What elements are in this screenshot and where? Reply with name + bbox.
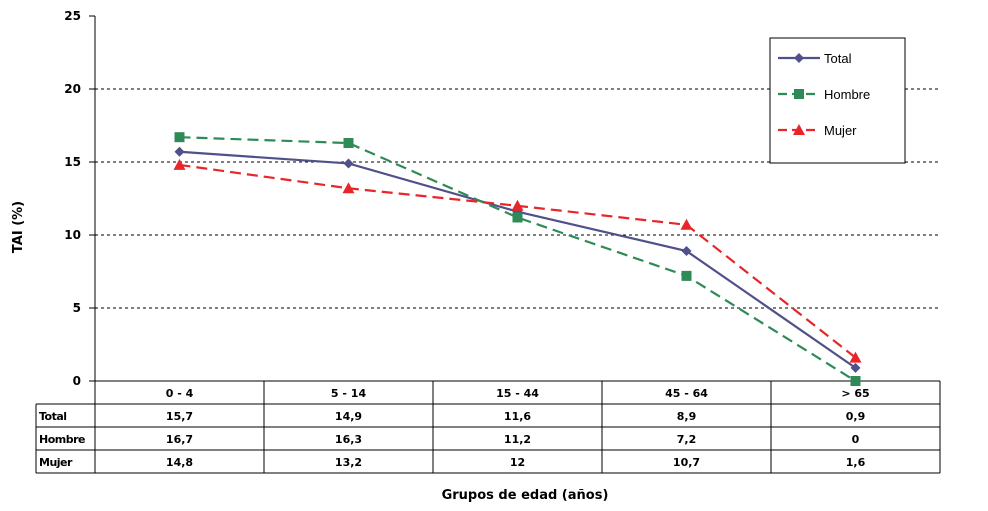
series-line-hombre bbox=[179, 136, 857, 382]
data-table: 0 - 4 5 - 14 15 - 44 45 - 64 > 65 Total 15,7 14… bbox=[35, 381, 941, 474]
table-cell: 16,3 bbox=[335, 433, 362, 446]
legend-label-mujer: Mujer bbox=[824, 123, 857, 138]
x-category-label: 5 - 14 bbox=[331, 387, 367, 400]
legend-label-hombre: Hombre bbox=[824, 87, 870, 102]
table-cell: 11,6 bbox=[504, 410, 531, 423]
x-axis-label: Grupos de edad (años) bbox=[442, 488, 609, 503]
data-point-mujer bbox=[173, 158, 186, 170]
data-point-mujer bbox=[342, 182, 355, 194]
data-point-hombre bbox=[343, 138, 354, 149]
table-cell: 14,9 bbox=[335, 410, 362, 423]
legend-marker-total bbox=[794, 53, 804, 63]
table-cell: 0 bbox=[852, 433, 860, 446]
y-tick-label: 10 bbox=[64, 228, 81, 242]
data-point-mujer bbox=[680, 218, 693, 230]
y-tick-labels: 0 5 10 15 20 25 bbox=[64, 9, 81, 388]
data-point-total bbox=[343, 158, 354, 169]
table-cell: 15,7 bbox=[166, 410, 193, 423]
table-cell: 13,2 bbox=[335, 456, 362, 469]
y-tick-label: 20 bbox=[64, 82, 81, 96]
table-cell: 11,2 bbox=[504, 433, 531, 446]
legend-marker-mujer bbox=[793, 124, 805, 135]
series-line-total bbox=[179, 150, 857, 369]
x-category-label: > 65 bbox=[841, 387, 869, 400]
y-tick-label: 25 bbox=[64, 9, 81, 23]
data-point-mujer bbox=[849, 351, 862, 363]
table-cell: 7,2 bbox=[677, 433, 697, 446]
table-row-label: Mujer bbox=[39, 456, 73, 469]
y-tick-label: 0 bbox=[73, 374, 81, 388]
y-axis-label: TAI (%) bbox=[11, 201, 26, 253]
table-cell: 8,9 bbox=[677, 410, 697, 423]
table-cell: 14,8 bbox=[166, 456, 193, 469]
table-cell: 0,9 bbox=[846, 410, 866, 423]
axes bbox=[89, 15, 940, 382]
table-row-label: Total bbox=[39, 410, 67, 423]
x-category-label: 45 - 64 bbox=[665, 387, 708, 400]
series-lines bbox=[173, 132, 862, 386]
legend: Total Hombre Mujer bbox=[769, 37, 906, 164]
y-tick-label: 5 bbox=[73, 301, 81, 315]
x-category-label: 15 - 44 bbox=[496, 387, 539, 400]
series-line-mujer bbox=[179, 163, 857, 359]
x-category-label: 0 - 4 bbox=[166, 387, 194, 400]
data-point-hombre bbox=[174, 132, 185, 143]
data-point-hombre bbox=[512, 212, 523, 223]
y-tick-label: 15 bbox=[64, 155, 81, 169]
table-cell: 10,7 bbox=[673, 456, 700, 469]
table-row-label: Hombre bbox=[39, 433, 85, 446]
data-point-mujer bbox=[511, 199, 524, 211]
legend-marker-hombre bbox=[794, 89, 804, 99]
table-cell: 16,7 bbox=[166, 433, 193, 446]
legend-label-total: Total bbox=[824, 51, 852, 66]
data-point-total bbox=[681, 246, 692, 257]
table-cell: 12 bbox=[510, 456, 525, 469]
data-point-hombre bbox=[850, 376, 861, 386]
data-point-total bbox=[850, 362, 861, 373]
data-point-total bbox=[174, 146, 185, 157]
data-point-hombre bbox=[681, 270, 692, 281]
table-cell: 1,6 bbox=[846, 456, 866, 469]
